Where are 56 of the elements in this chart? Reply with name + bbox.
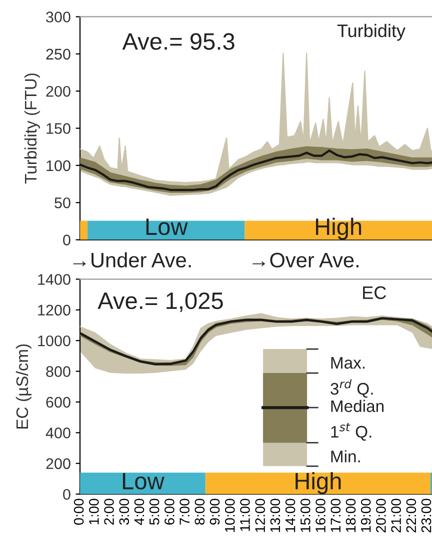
x-tick-label: 1:00 — [89, 498, 99, 524]
x-tick-label: 6:00 — [164, 498, 174, 525]
annotation: 3$^{rd}$ Q. — [330, 379, 373, 398]
x-tick-label: 14:00 — [285, 498, 296, 532]
x-tick-label: 23:00 — [421, 498, 432, 532]
x-tick-label: 20:00 — [376, 498, 386, 532]
x-tick-label: 13:00 — [270, 498, 280, 532]
x-tick-label: 15:00 — [300, 498, 310, 532]
band-label: Low — [146, 218, 188, 236]
x-tick-label: 3:00 — [119, 498, 130, 525]
annotation: Ave.= 95.3 — [122, 33, 234, 50]
x-tick-label: 21:00 — [391, 498, 401, 532]
y-tick-label: 1200 — [38, 304, 70, 316]
y-tick-label: 800 — [46, 366, 70, 377]
x-tick-label: 7:00 — [180, 498, 190, 525]
x-tick-label: 12:00 — [255, 498, 266, 532]
x-tick-label: 19:00 — [360, 498, 371, 532]
band-label: High — [316, 218, 362, 240]
y-tick-label: 50 — [54, 197, 70, 208]
y-tick-label: 0 — [63, 488, 70, 500]
text: →Under Ave. — [73, 252, 191, 268]
annotation: Ave.= 1,025 — [98, 292, 223, 312]
x-tick-label: 11:00 — [240, 498, 250, 531]
x-tick-label: 22:00 — [406, 498, 416, 532]
band-label: High — [296, 472, 341, 494]
y-tick-label: 150 — [46, 123, 70, 134]
x-tick-label: 0:00 — [74, 498, 84, 525]
y-tick-label: 100 — [46, 160, 70, 172]
y-axis-title: EC (µS/cm) — [16, 344, 32, 428]
x-tick-label: 9:00 — [210, 498, 220, 525]
x-tick-label: 8:00 — [194, 498, 205, 525]
y-axis-title: Turbidity (FTU) — [24, 74, 40, 184]
y-tick-label: 0 — [63, 234, 70, 246]
annotation: 1$^{st}$ Q. — [331, 422, 372, 441]
x-tick-label: 17:00 — [330, 498, 341, 532]
y-tick-label: 600 — [46, 396, 70, 408]
x-tick-label: 16:00 — [316, 498, 326, 532]
annotation: Min. — [331, 450, 360, 462]
y-tick-label: 200 — [46, 86, 70, 97]
annotation: EC — [363, 286, 386, 300]
y-tick-label: 200 — [46, 458, 70, 470]
x-tick-label: 18:00 — [346, 498, 356, 532]
x-tick-label: 4:00 — [134, 498, 144, 525]
y-tick-label: 250 — [46, 48, 70, 60]
band-label: Low — [122, 472, 164, 490]
x-tick-label: 5:00 — [149, 498, 160, 525]
x-tick-label: 10:00 — [224, 498, 235, 532]
y-tick-label: 1000 — [38, 335, 70, 346]
annotation: Turbidity — [337, 24, 406, 41]
legend-label: Median — [331, 400, 384, 412]
y-tick-label: 300 — [46, 12, 70, 22]
y-tick-label: 1400 — [38, 274, 70, 285]
annotation: Max. — [331, 357, 365, 369]
text: →Over Ave. — [252, 252, 358, 268]
x-tick-label: 2:00 — [104, 498, 114, 525]
y-tick-label: 400 — [46, 428, 70, 438]
